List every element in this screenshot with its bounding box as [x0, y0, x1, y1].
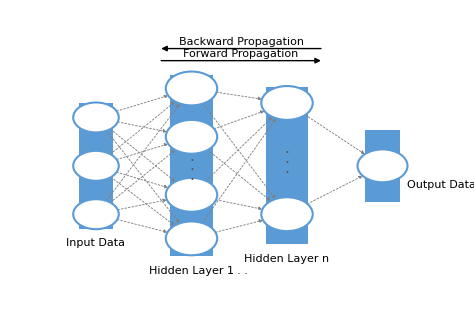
Text: Hidden Layer n: Hidden Layer n	[245, 254, 329, 264]
Text: .: .	[189, 149, 194, 164]
Text: .: .	[284, 151, 290, 166]
Text: .: .	[189, 158, 194, 173]
Text: .: .	[284, 141, 290, 156]
Text: . . .: . . .	[230, 266, 248, 276]
Bar	[79, 103, 113, 229]
Text: .: .	[189, 168, 194, 183]
Circle shape	[166, 120, 217, 154]
Bar	[365, 130, 400, 202]
Circle shape	[166, 72, 217, 106]
Text: Hidden Layer 1: Hidden Layer 1	[149, 266, 234, 276]
Circle shape	[261, 86, 313, 120]
Circle shape	[73, 102, 119, 133]
Text: Forward Propagation: Forward Propagation	[183, 49, 299, 59]
Circle shape	[73, 151, 119, 181]
Circle shape	[357, 149, 408, 182]
Text: Backward Propagation: Backward Propagation	[179, 37, 303, 47]
Bar	[170, 75, 213, 257]
Text: .: .	[284, 161, 290, 176]
Circle shape	[166, 178, 217, 212]
Text: Input Data: Input Data	[66, 238, 126, 248]
Bar	[266, 87, 308, 244]
Circle shape	[261, 197, 313, 231]
Circle shape	[73, 199, 119, 229]
Text: Output Data: Output Data	[407, 180, 474, 190]
Circle shape	[166, 221, 217, 255]
